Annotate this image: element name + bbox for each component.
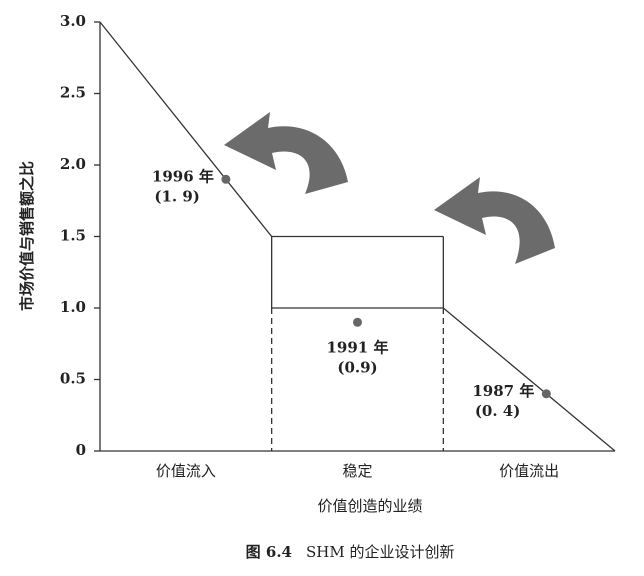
curved-arrow [434, 177, 555, 264]
y-axis-title: 市场价值与销售额之比 [18, 161, 36, 311]
y-tick-label: 0.5 [60, 370, 86, 388]
curved-arrow [224, 112, 348, 194]
value-label: (1. 9) [154, 187, 200, 205]
x-axis-title: 价值创造的业绩 [317, 497, 422, 515]
y-tick-label: 3.0 [60, 12, 86, 30]
x-tick-label: 价值流出 [499, 462, 559, 480]
point-label: 1987 年 [472, 382, 534, 400]
x-tick-label: 稳定 [342, 462, 372, 480]
inflow-line [99, 21, 273, 237]
value-label: (0.9) [337, 358, 377, 376]
point-label: 1996 年 [152, 167, 214, 185]
point [541, 389, 551, 399]
outflow-line [442, 307, 616, 452]
x-tick-label: 价值流入 [156, 462, 216, 480]
y-tick-label: 2.0 [60, 155, 86, 173]
y-tick-label: 1.0 [60, 298, 86, 316]
y-tick-label: 2.5 [60, 84, 86, 102]
y-tick-label: 0 [76, 441, 86, 459]
figure-number: 图 6.4 [246, 543, 292, 561]
point [353, 317, 362, 327]
value-label: (0. 4) [475, 402, 521, 420]
figure-caption: SHM 的企业设计创新 [306, 543, 455, 561]
y-tick-label: 1.5 [60, 227, 86, 245]
arrows [224, 112, 555, 264]
point-label: 1991 年 [327, 338, 389, 356]
point [221, 174, 231, 184]
